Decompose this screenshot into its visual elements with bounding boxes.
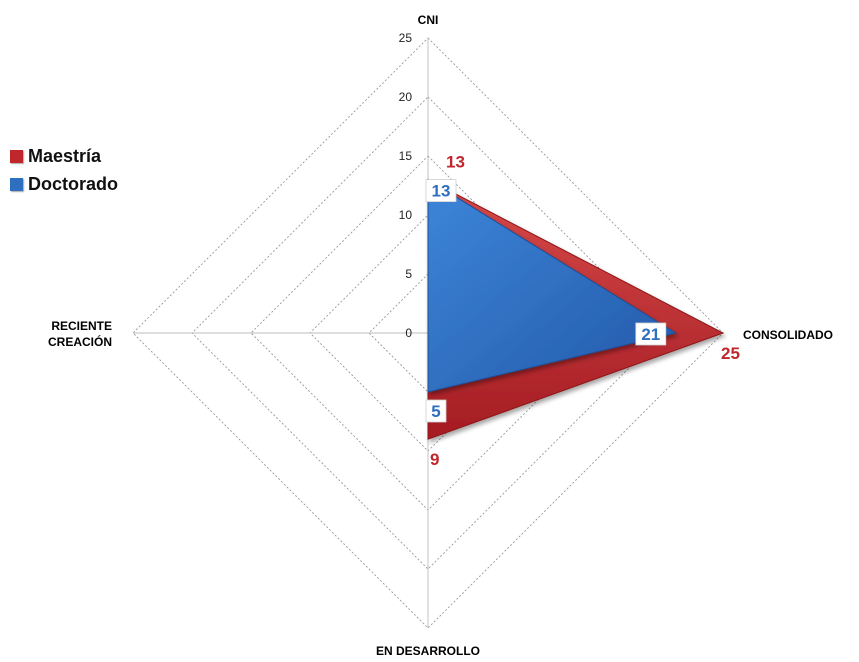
legend-swatch-maestria <box>10 149 23 163</box>
axis-label-left-line2: CREACIÓN <box>48 334 112 349</box>
tick-label-15: 15 <box>399 149 413 163</box>
radial-ticks: 0 5 10 15 20 25 <box>399 31 413 340</box>
data-label-maestria-0: 13 <box>446 153 465 172</box>
axis-labels: CNI CONSOLIDADO EN DESARROLLO RECIENTE C… <box>48 13 833 658</box>
data-label-box-doctorado-1 <box>635 322 667 346</box>
tick-label-10: 10 <box>399 208 413 222</box>
axis-label-right: CONSOLIDADO <box>743 328 833 342</box>
series-area-1 <box>427 178 678 393</box>
axis-label-bottom: EN DESARROLLO <box>376 644 480 658</box>
tick-label-0: 0 <box>405 326 412 340</box>
legend-label-maestria: Maestría <box>28 145 102 166</box>
data-label-doctorado-1: 21 <box>641 325 660 344</box>
data-label-doctorado-2: 5 <box>431 402 440 421</box>
legend-label-doctorado: Doctorado <box>28 173 118 194</box>
data-labels: 13 25 9 13 21 5 <box>425 153 740 469</box>
legend: Maestría Doctorado <box>10 142 118 198</box>
data-label-box-doctorado-0 <box>425 179 457 203</box>
axis-label-top: CNI <box>418 13 439 27</box>
legend-item-maestria: Maestría <box>10 142 118 170</box>
data-label-maestria-2: 9 <box>430 450 439 469</box>
grid-ring-20 <box>191 96 665 570</box>
legend-item-doctorado: Doctorado <box>10 170 118 198</box>
tick-label-25: 25 <box>399 31 413 45</box>
legend-swatch-doctorado <box>10 177 23 191</box>
radar-series <box>427 178 725 440</box>
data-label-box-doctorado-2 <box>425 399 447 423</box>
tick-label-20: 20 <box>399 90 413 104</box>
axis-label-left-line1: RECIENTE <box>51 319 112 333</box>
data-label-doctorado-0: 13 <box>432 182 451 201</box>
tick-label-5: 5 <box>405 267 412 281</box>
data-label-maestria-1: 25 <box>721 344 740 363</box>
